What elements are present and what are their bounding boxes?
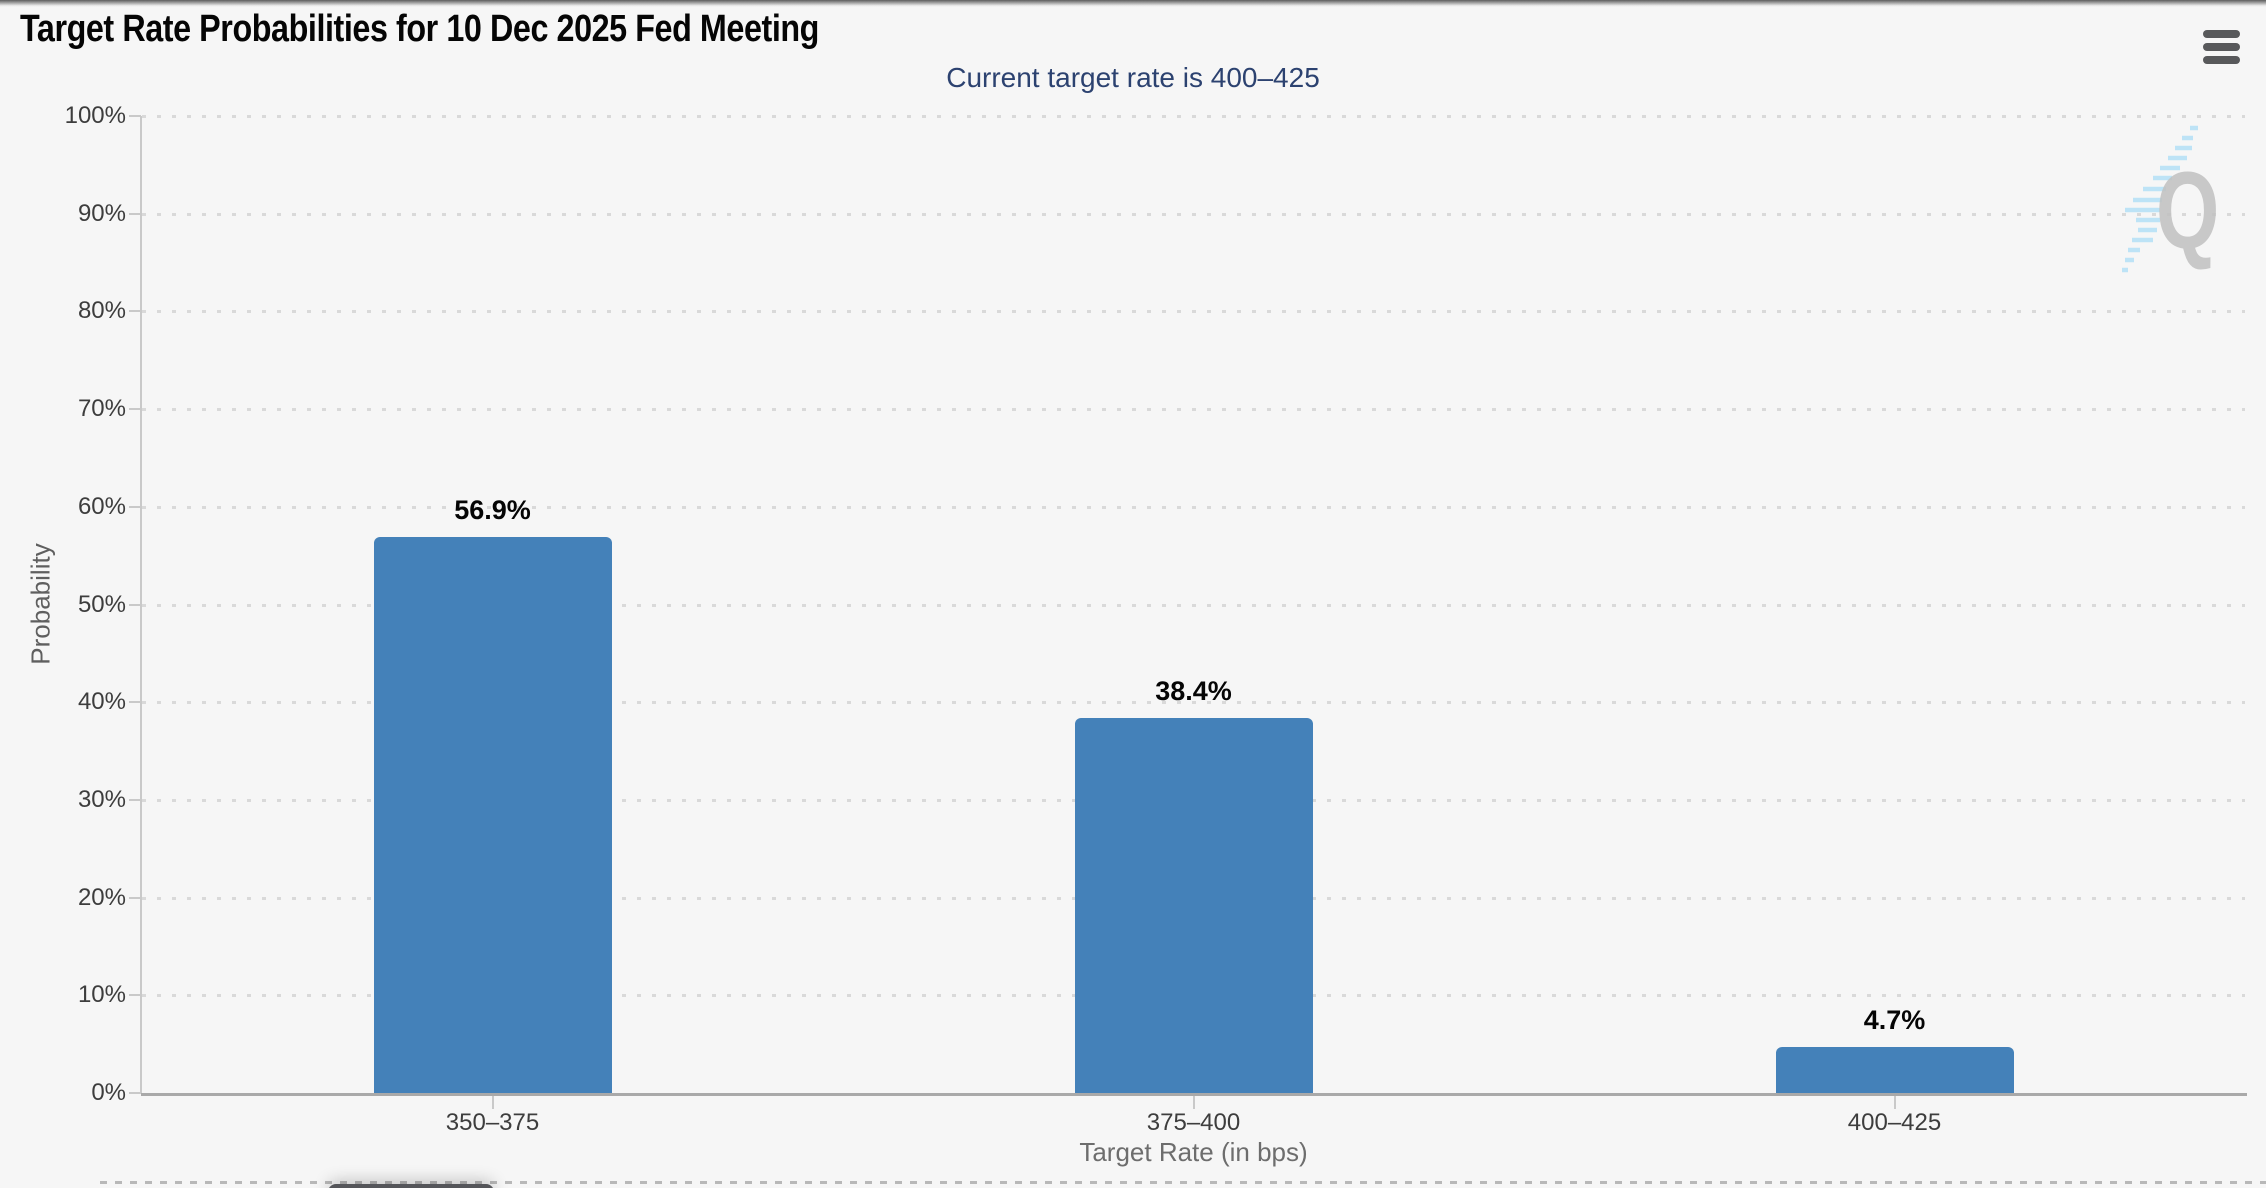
partial-bottom-element[interactable] — [328, 1184, 494, 1188]
y-tick-label: 70% — [77, 395, 126, 423]
y-tick-label: 30% — [77, 785, 126, 813]
bottom-dashed-separator — [100, 1181, 2266, 1184]
x-tick-mark — [491, 1096, 494, 1109]
bar-value-label: 4.7% — [1863, 1005, 1926, 1036]
y-tick-mark — [129, 505, 141, 508]
chart-subtitle: Current target rate is 400–425 — [946, 62, 1320, 93]
y-tick-label: 80% — [77, 297, 126, 325]
chart-context-menu-button[interactable] — [2194, 20, 2248, 74]
bar-375-400[interactable] — [1074, 717, 1313, 1093]
y-gridline — [142, 212, 2245, 216]
y-tick-mark — [129, 1092, 141, 1094]
y-gridline — [142, 115, 2245, 118]
hamburger-bar — [2202, 56, 2240, 64]
x-category-label: 350–375 — [445, 1109, 540, 1136]
x-axis-title: Target Rate (in bps) — [1079, 1137, 1308, 1167]
y-tick-mark — [129, 310, 141, 313]
y-tick-mark — [129, 896, 141, 899]
y-gridline — [142, 603, 2245, 607]
y-tick-label: 10% — [77, 981, 126, 1009]
x-tick-mark — [1192, 1096, 1195, 1109]
y-tick-mark — [129, 115, 141, 117]
y-tick-mark — [129, 212, 141, 215]
bar-400-425[interactable] — [1775, 1047, 2014, 1093]
x-category-label: 375–400 — [1146, 1109, 1241, 1136]
y-tick-mark — [129, 701, 141, 704]
y-tick-label: 60% — [77, 492, 126, 520]
bar-value-label: 56.9% — [454, 495, 531, 526]
y-tick-label: 20% — [77, 883, 126, 911]
quikstrike-watermark: Q — [2122, 125, 2219, 273]
y-tick-label: 50% — [77, 590, 126, 618]
hamburger-bar — [2202, 43, 2240, 51]
y-gridline — [142, 505, 2245, 509]
x-category-label: 400–425 — [1847, 1109, 1942, 1136]
y-tick-mark — [129, 798, 141, 801]
chart-title-text: Target Rate Probabilities for 10 Dec 202… — [20, 8, 819, 50]
y-tick-mark — [129, 603, 141, 606]
y-gridline — [142, 310, 2245, 314]
hamburger-icon — [2202, 30, 2240, 64]
y-axis-line — [140, 116, 142, 1093]
x-tick-mark — [1893, 1096, 1896, 1109]
top-edge-shadow — [0, 0, 2266, 7]
hamburger-bar — [2202, 30, 2240, 38]
bar-350-375[interactable] — [373, 537, 612, 1093]
y-gridline — [142, 701, 2245, 705]
y-tick-label: 40% — [77, 688, 126, 716]
y-tick-label: 0% — [91, 1079, 126, 1106]
y-tick-mark — [129, 994, 141, 997]
watermark-q-letter: Q — [2156, 148, 2219, 272]
bar-value-label: 38.4% — [1155, 675, 1232, 706]
chart-title: Target Rate Probabilities for 10 Dec 202… — [20, 8, 960, 51]
y-gridline — [142, 408, 2245, 412]
y-tick-label: 90% — [77, 199, 126, 227]
y-tick-mark — [129, 408, 141, 411]
y-tick-label: 100% — [64, 102, 126, 129]
x-axis-line — [141, 1093, 2247, 1096]
y-axis-title: Probability — [25, 543, 56, 665]
watermark-swoosh-icon — [2122, 125, 2198, 273]
